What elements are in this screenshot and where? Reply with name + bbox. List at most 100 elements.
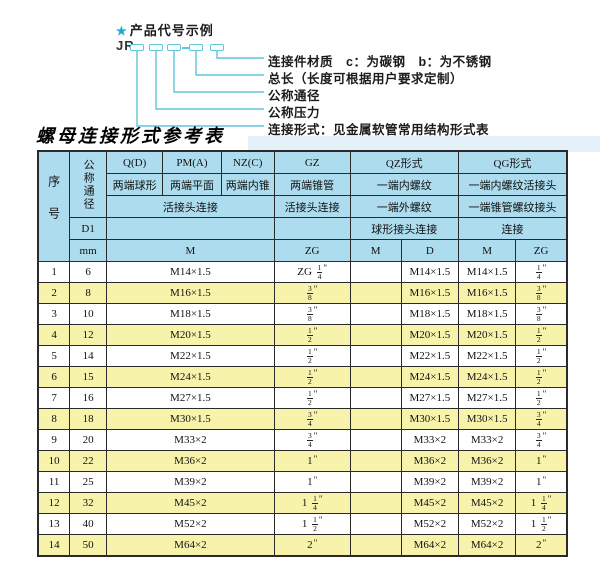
- cell-dn: 6: [69, 261, 108, 283]
- cell-qg_zg: 1 2 ": [515, 345, 568, 367]
- cell-qz_d: M30×1.5: [400, 408, 459, 430]
- cell-gz: 3 4 ": [273, 429, 351, 451]
- cell-qz_m: [349, 282, 402, 304]
- table-row: 1 6 M14×1.5 ZG 1 4 " M14×1.5 M14×1.5 1 4 ": [37, 261, 568, 283]
- header-nz-code: NZ(C): [220, 150, 275, 174]
- cell-gz: 1": [273, 450, 351, 472]
- cell-qz_m: [349, 408, 402, 430]
- cell-qz_d: M33×2: [400, 429, 459, 451]
- cell-no: 6: [37, 366, 71, 388]
- product-code-diagram: ★ 产品代号示例 JR 连接件材质 c：为碳钢 b：为不锈钢 总长（长度可根据用户…: [0, 0, 600, 150]
- code-box-3: [167, 44, 181, 51]
- cell-dn: 22: [69, 450, 108, 472]
- cell-gz: ZG 1 4 ": [273, 261, 351, 283]
- cell-no: 2: [37, 282, 71, 304]
- cell-qg_m: M39×2: [457, 471, 517, 493]
- cell-qg_zg: 1": [515, 471, 568, 493]
- cell-m: M18×1.5: [106, 303, 275, 325]
- cell-qz_m: [349, 429, 402, 451]
- cell-no: 10: [37, 450, 71, 472]
- header-dn: 公称通径: [69, 150, 108, 218]
- table-row: 14 50 M64×2 2" M64×2 M64×2 2": [37, 534, 568, 557]
- cell-dn: 18: [69, 408, 108, 430]
- cell-qg_zg: 2": [515, 534, 568, 557]
- cell-qz_m: [349, 534, 402, 557]
- cell-qz_d: M45×2: [400, 492, 459, 514]
- cell-m: M30×1.5: [106, 408, 275, 430]
- table-row: 11 25 M39×2 1" M39×2 M39×2 1": [37, 471, 568, 493]
- header-row-3: 活接头连接 活接头连接 一端外螺纹 一端锥管螺纹接头: [38, 195, 568, 218]
- cell-dn: 25: [69, 471, 108, 493]
- cell-no: 12: [37, 492, 71, 514]
- cell-qz_d: M14×1.5: [400, 261, 459, 283]
- cell-qz_d: M20×1.5: [400, 324, 459, 346]
- cell-gz: 3 4 ": [273, 408, 351, 430]
- cell-qz_m: [349, 513, 402, 535]
- cell-dn: 16: [69, 387, 108, 409]
- header-mm: mm: [69, 239, 108, 262]
- cell-qg_m: M30×1.5: [457, 408, 517, 430]
- header-row-4: D1 球形接头连接 连接: [38, 217, 568, 240]
- cell-qg_zg: 1 1 2 ": [515, 513, 568, 535]
- cell-no: 4: [37, 324, 71, 346]
- label-material: 连接件材质 c：为碳钢 b：为不锈钢: [268, 55, 492, 69]
- diagram-heading: ★ 产品代号示例: [116, 20, 214, 39]
- cell-qg_zg: 1 4 ": [515, 261, 568, 283]
- cell-no: 11: [37, 471, 71, 493]
- cell-dn: 10: [69, 303, 108, 325]
- cell-qg_zg: 3 4 ": [515, 408, 568, 430]
- cell-gz: 1 2 ": [273, 366, 351, 388]
- cell-qz_m: [349, 471, 402, 493]
- cell-m: M22×1.5: [106, 345, 275, 367]
- header-q-code: Q(D): [106, 150, 164, 174]
- header-row-1: 序号 公称通径 Q(D) PM(A) NZ(C) GZ QZ形式 QG形式: [37, 150, 568, 262]
- header-gz-unit: ZG: [273, 239, 351, 262]
- cell-no: 3: [37, 303, 71, 325]
- header-q-ends: 两端球形: [106, 173, 164, 196]
- table-row: 5 14 M22×1.5 1 2 " M22×1.5 M22×1.5 1 2 ": [37, 345, 568, 367]
- cell-qz_m: [349, 492, 402, 514]
- cell-qg_m: M16×1.5: [457, 282, 517, 304]
- cell-qz_d: M39×2: [400, 471, 459, 493]
- header-union-conn: 活接头连接: [106, 195, 275, 218]
- label-nominal-diameter: 公称通径: [268, 89, 321, 103]
- cell-no: 7: [37, 387, 71, 409]
- cell-dn: 12: [69, 324, 108, 346]
- cell-m: M20×1.5: [106, 324, 275, 346]
- cell-gz: 1": [273, 471, 351, 493]
- cell-qz_m: [349, 387, 402, 409]
- cell-dn: 32: [69, 492, 108, 514]
- header-gz-ends: 两端锥管: [273, 173, 351, 196]
- cell-qg_zg: 1 2 ": [515, 366, 568, 388]
- cell-qz_m: [349, 261, 402, 283]
- cell-qz_d: M27×1.5: [400, 387, 459, 409]
- cell-qg_m: M64×2: [457, 534, 517, 557]
- cell-qz_m: [349, 324, 402, 346]
- table-row: 2 8 M16×1.5 3 8 " M16×1.5 M16×1.5 3 8 ": [37, 282, 568, 304]
- table-row: 3 10 M18×1.5 3 8 " M18×1.5 M18×1.5 3 8 ": [37, 303, 568, 325]
- cell-gz: 1 2 ": [273, 345, 351, 367]
- cell-qg_zg: 3 8 ": [515, 303, 568, 325]
- cell-gz: 1 2 ": [273, 324, 351, 346]
- header-qg-col1: M: [457, 239, 517, 262]
- cell-qz_d: M64×2: [400, 534, 459, 557]
- table-body: 1 6 M14×1.5 ZG 1 4 " M14×1.5 M14×1.5 1 4 " 2 8 M16×1.…: [37, 261, 568, 557]
- cell-dn: 50: [69, 534, 108, 557]
- cell-qg_m: M20×1.5: [457, 324, 517, 346]
- cell-qg_zg: 1 1 4 ": [515, 492, 568, 514]
- header-nz-ends: 两端内锥: [220, 173, 275, 196]
- header-gz-conn: 活接头连接: [273, 195, 351, 218]
- cell-gz: 3 8 ": [273, 282, 351, 304]
- cell-qg_zg: 1 2 ": [515, 387, 568, 409]
- cell-qg_zg: 1 2 ": [515, 324, 568, 346]
- table-row: 9 20 M33×2 3 4 " M33×2 M33×2 3 4 ": [37, 429, 568, 451]
- table-row: 6 15 M24×1.5 1 2 " M24×1.5 M24×1.5 1 2 ": [37, 366, 568, 388]
- star-icon: ★: [116, 24, 128, 38]
- cell-gz: 3 8 ": [273, 303, 351, 325]
- cell-m: M52×2: [106, 513, 275, 535]
- header-qz-col1: M: [349, 239, 402, 262]
- cell-no: 13: [37, 513, 71, 535]
- cell-no: 5: [37, 345, 71, 367]
- cell-gz: 2": [273, 534, 351, 557]
- cell-dn: 15: [69, 366, 108, 388]
